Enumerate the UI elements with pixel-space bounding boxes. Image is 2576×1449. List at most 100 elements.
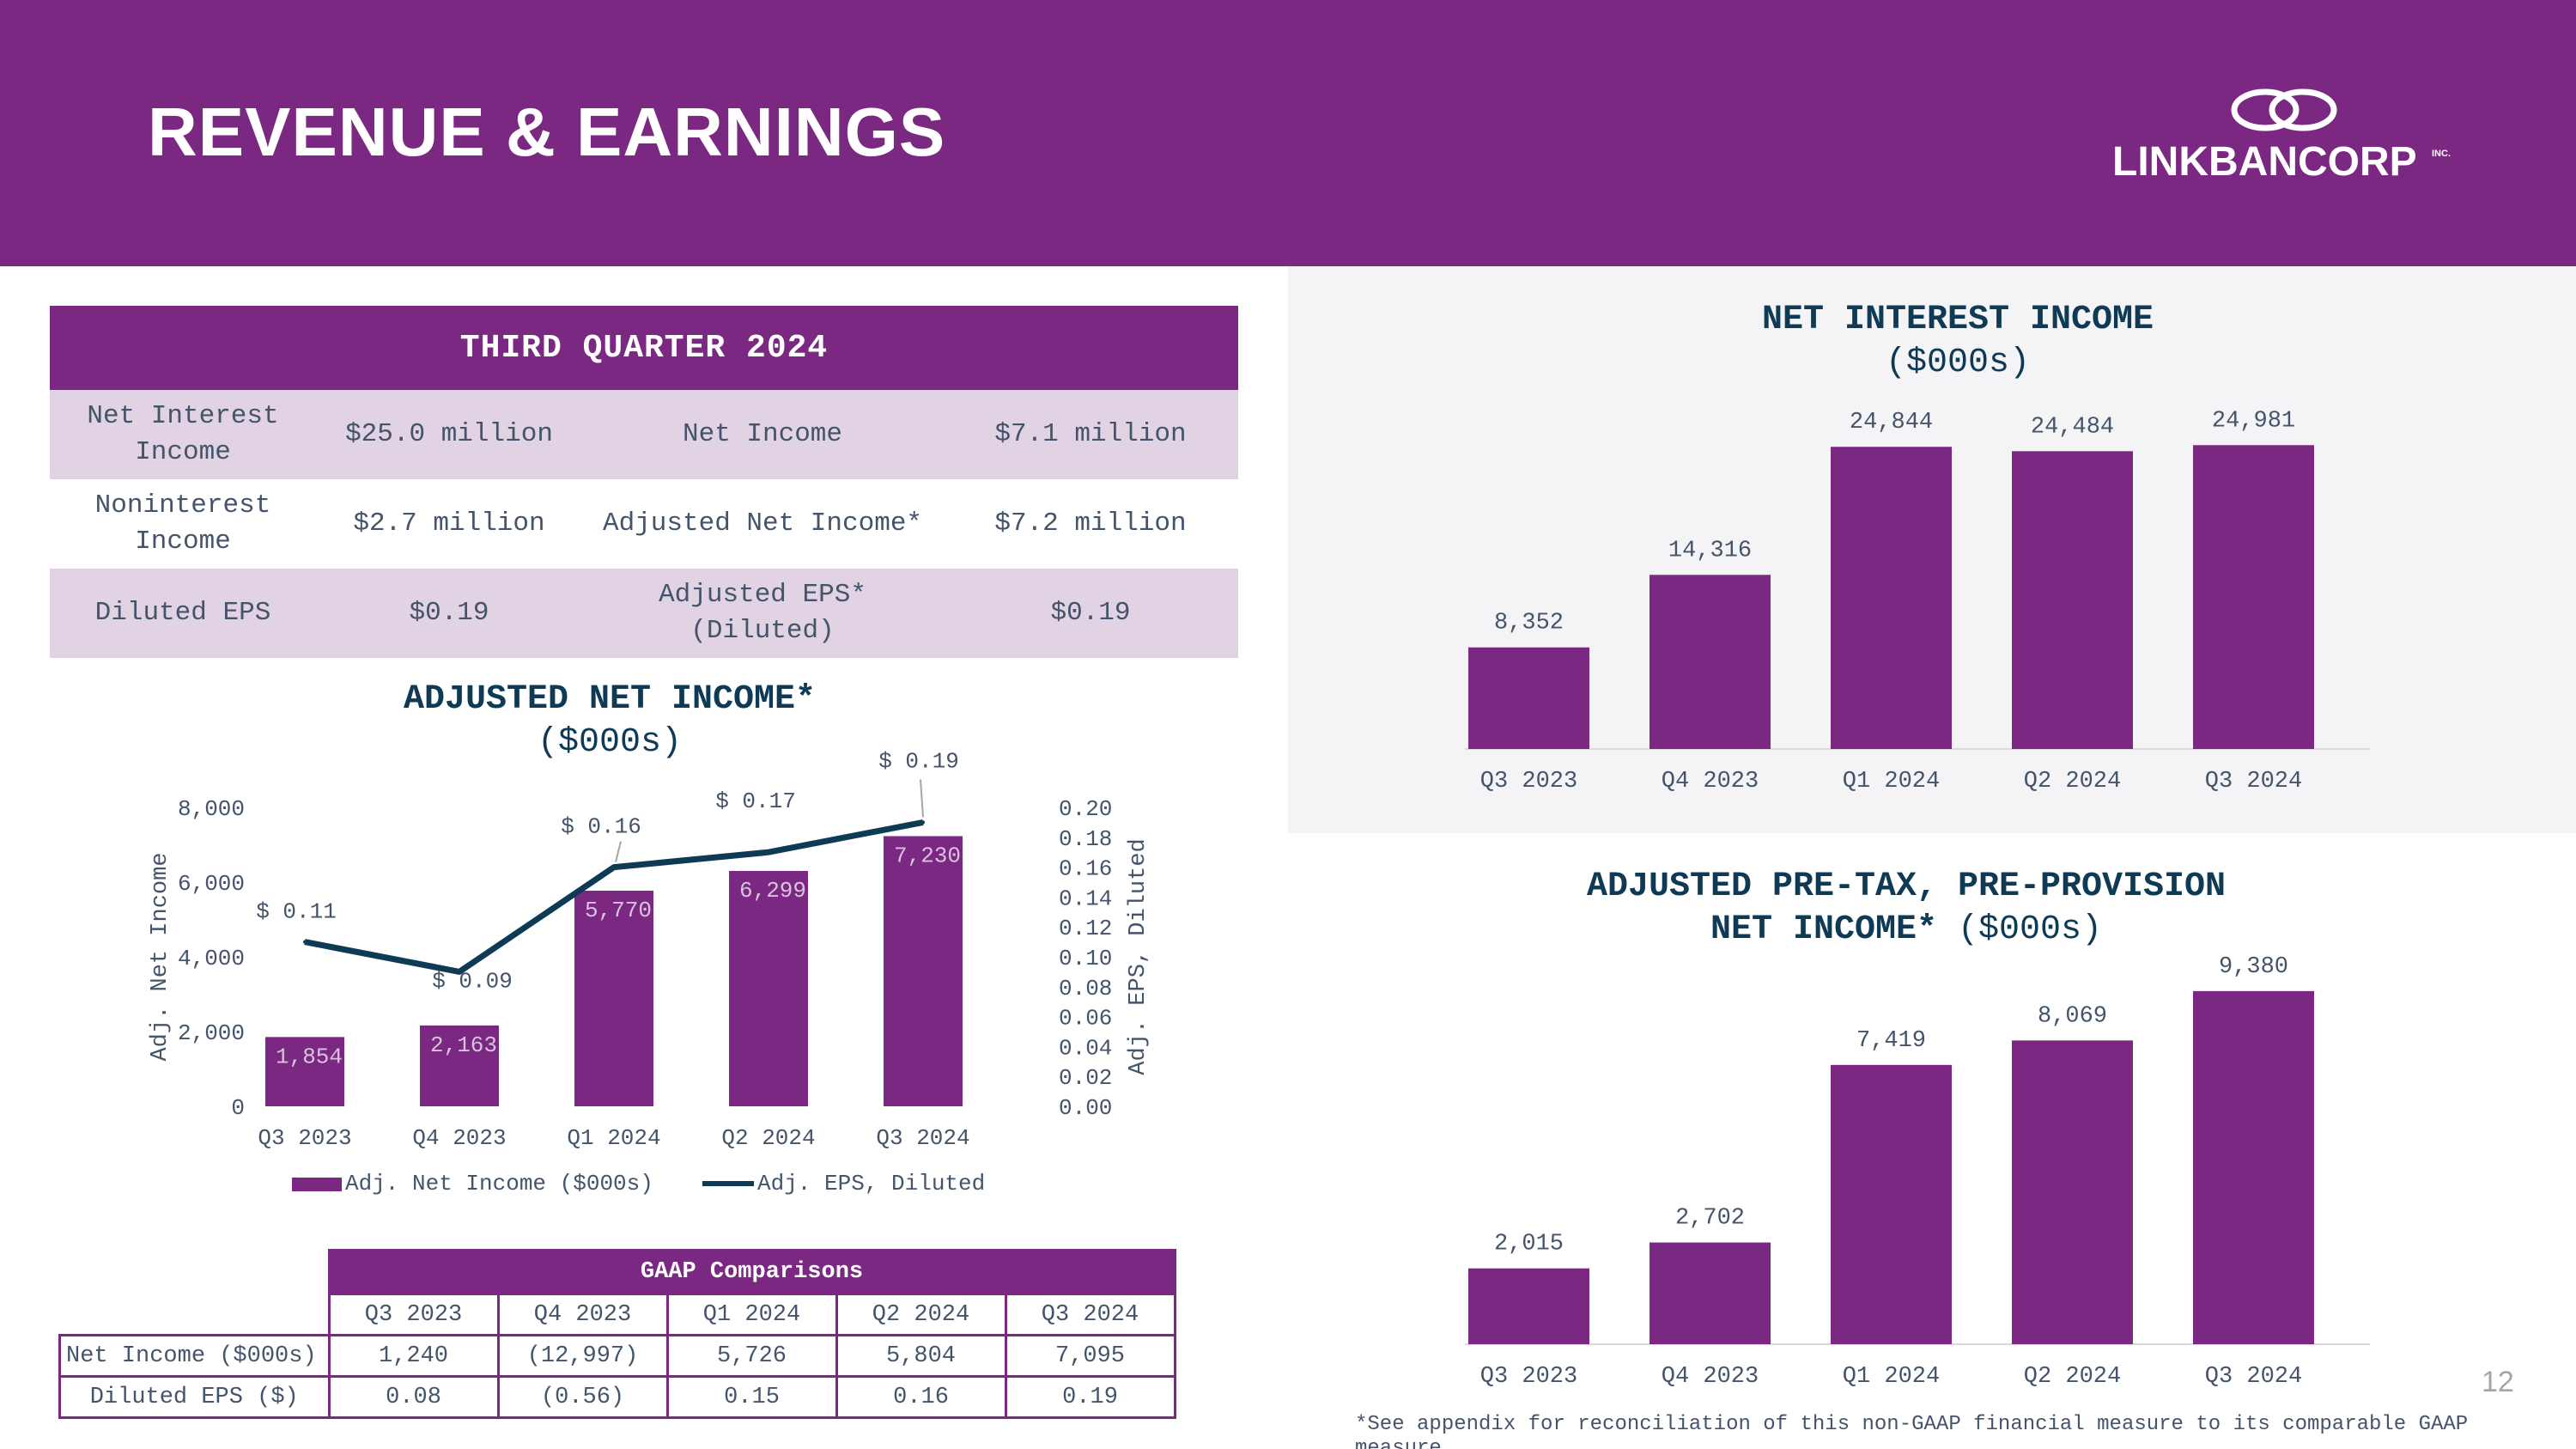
legend-label: Adj. EPS, Diluted: [757, 1171, 985, 1196]
x-tick-label: Q2 2024: [2024, 769, 2121, 795]
table-cell: 0.08: [327, 1375, 500, 1419]
summary-value: $7.1 million: [943, 390, 1238, 479]
data-label: 14,316: [1668, 538, 1752, 563]
eps-point: [303, 940, 307, 944]
data-label: 9,380: [2219, 954, 2288, 980]
rings-logo-icon: [2231, 88, 2337, 131]
summary-value: $0.19: [316, 569, 582, 658]
eps-data-label: $ 0.19: [878, 748, 959, 774]
x-tick-label: Q3 2024: [2205, 769, 2302, 795]
data-label: 2,702: [1675, 1206, 1745, 1232]
chart-subtitle: ($000s): [1885, 344, 2031, 382]
bar: [2012, 451, 2133, 749]
table-row: Net Interest Income $25.0 million Net In…: [50, 390, 1238, 479]
x-tick-label: Q3 2024: [2205, 1364, 2302, 1390]
logo-inc: INC.: [2432, 149, 2451, 159]
legend-label: Adj. Net Income ($000s): [345, 1171, 653, 1196]
eps-data-label: $ 0.09: [432, 968, 513, 994]
eps-point: [458, 970, 461, 974]
bar-data-label: 1,854: [276, 1044, 343, 1069]
bar: [2012, 1040, 2133, 1344]
bar: [2193, 990, 2314, 1344]
chart-subtitle: ($000s): [1958, 910, 2103, 949]
y-axis-title: Adj. Net Income: [148, 852, 173, 1061]
eps-leader-line: [920, 779, 924, 818]
y-tick-label: 0: [231, 1095, 245, 1121]
eps-point: [921, 820, 925, 825]
y2-tick-label: 0.14: [1059, 886, 1112, 911]
summary-label: Adjusted EPS* (Diluted): [582, 569, 943, 658]
summary-title: THIRD QUARTER 2024: [50, 306, 1238, 390]
bar: [1831, 447, 1952, 749]
column-header: Q3 2024: [1004, 1293, 1176, 1336]
summary-label: Net Income: [582, 390, 943, 479]
eps-data-label: $ 0.17: [715, 788, 796, 814]
x-tick-label: Q2 2024: [2024, 1364, 2121, 1390]
eps-leader-line: [615, 841, 622, 862]
x-tick-label: Q4 2023: [412, 1125, 506, 1151]
y2-tick-label: 0.04: [1059, 1035, 1112, 1061]
page-number: 12: [2482, 1366, 2514, 1398]
data-label: 8,069: [2038, 1003, 2107, 1029]
legend-swatch-bar: [292, 1178, 342, 1191]
chart-title-text-2: NET INCOME*: [1710, 910, 1937, 949]
data-label: 2,015: [1494, 1232, 1564, 1257]
net-interest-income-chart: 8,352 Q3 2023 14,316 Q4 2023 24,844 Q1 2024 24…: [1465, 408, 2370, 795]
bar: [574, 891, 653, 1106]
data-label: 7,419: [1856, 1028, 1926, 1054]
bar-data-label: 6,299: [739, 878, 806, 904]
y-tick-label: 4,000: [178, 946, 245, 971]
y2-tick-label: 0.06: [1059, 1006, 1112, 1032]
x-tick-label: Q1 2024: [1843, 769, 1940, 795]
table-row: Diluted EPS $0.19 Adjusted EPS* (Diluted…: [50, 569, 1238, 658]
column-header: Q2 2024: [835, 1293, 1007, 1336]
table-cell: 1,240: [327, 1334, 500, 1378]
data-label: 24,844: [1850, 410, 1933, 435]
column-header: Q1 2024: [665, 1293, 838, 1336]
adj-pptnr-title: ADJUSTED PRE-TAX, PRE-PROVISION NET INCO…: [1460, 866, 2353, 952]
table-cell: 5,804: [835, 1334, 1007, 1378]
table-row: Net Income ($000s) 1,240 (12,997) 5,726 …: [58, 1334, 1176, 1378]
chart-subtitle: ($000s): [537, 723, 683, 762]
bar: [1649, 575, 1771, 749]
summary-label: Diluted EPS: [50, 569, 316, 658]
adj-pptnr-chart: 2,015 Q3 2023 2,702 Q4 2023 7,419 Q1 2024 8,06…: [1465, 954, 2370, 1390]
net-interest-title: NET INTEREST INCOME ($000s): [1614, 299, 2301, 385]
chart-title-line2: NET INCOME* ($000s): [1460, 909, 2353, 952]
bar: [1831, 1064, 1952, 1344]
bar: [420, 1025, 499, 1106]
x-tick-label: Q3 2024: [876, 1125, 969, 1151]
table-cell: 7,095: [1004, 1334, 1176, 1378]
y-tick-label: 8,000: [178, 796, 245, 822]
x-tick-label: Q3 2023: [1480, 1364, 1577, 1390]
blank-cell: [60, 1294, 330, 1336]
table-cell: (12,997): [496, 1334, 669, 1378]
bar: [729, 870, 808, 1106]
x-tick-label: Q2 2024: [721, 1125, 815, 1151]
eps-data-label: $ 0.16: [561, 814, 641, 840]
table-cell: 0.15: [665, 1375, 838, 1419]
bar-data-label: 2,163: [430, 1032, 497, 1058]
data-label: 24,484: [2031, 414, 2114, 440]
y2-tick-label: 0.18: [1059, 826, 1112, 852]
column-header: Q3 2023: [327, 1293, 500, 1336]
adj-net-income-chart: 0 2,000 4,000 6,000 8,000 0.00 0.02 0.04 0.06 0.0…: [148, 748, 1151, 1196]
bar-data-label: 7,230: [894, 843, 961, 868]
chart-title-text: ADJUSTED PRE-TAX, PRE-PROVISION: [1586, 868, 2227, 906]
bar: [2193, 445, 2314, 749]
y2-tick-label: 0.12: [1059, 916, 1112, 941]
eps-data-label: $ 0.11: [256, 899, 337, 925]
eps-point: [767, 850, 770, 855]
y2-axis-title: Adj. EPS, Diluted: [1126, 838, 1151, 1075]
row-label: Diluted EPS ($): [58, 1375, 331, 1419]
summary-value: $7.2 million: [943, 479, 1238, 569]
x-tick-label: Q4 2023: [1662, 769, 1759, 795]
bar: [1468, 647, 1589, 749]
x-tick-label: Q1 2024: [567, 1125, 660, 1151]
y2-tick-label: 0.08: [1059, 976, 1112, 1002]
bar: [1468, 1268, 1589, 1344]
adj-net-income-title: ADJUSTED NET INCOME* ($000s): [309, 679, 910, 764]
bar: [884, 836, 963, 1106]
gaap-title: GAAP Comparisons: [327, 1249, 1176, 1295]
y2-tick-label: 0.02: [1059, 1065, 1112, 1091]
